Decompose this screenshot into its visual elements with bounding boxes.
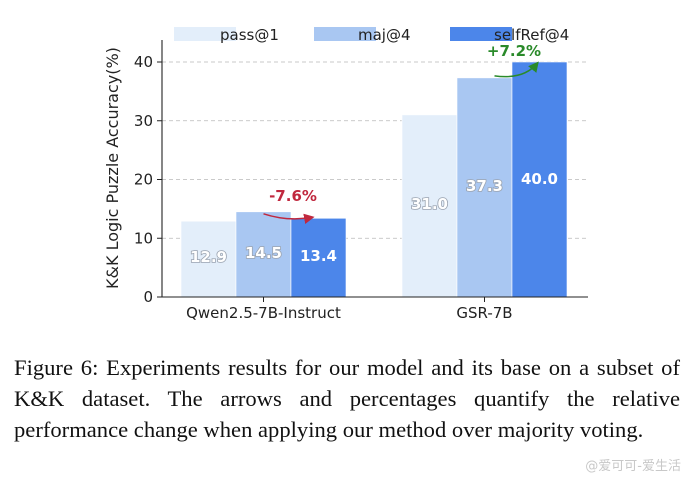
value-label: 14.5 <box>245 244 282 262</box>
legend-swatch <box>174 27 236 41</box>
value-label: 37.3 <box>466 177 503 195</box>
x-tick-label: GSR-7B <box>456 304 512 322</box>
y-tick-label: 10 <box>134 229 153 247</box>
y-axis-label: K&K Logic Puzzle Accuracy(%) <box>103 47 122 289</box>
legend-label: pass@1 <box>220 26 279 44</box>
figure-caption: Figure 6: Experiments results for our mo… <box>14 355 680 442</box>
bar-pass1 <box>180 220 237 298</box>
bar-selfref4 <box>511 61 568 298</box>
y-tick-label: 20 <box>134 171 153 189</box>
axes: 0 10 20 30 40 Qwen2.5-7B-Instruct GSR-7B <box>134 40 588 322</box>
change-percentage: -7.6% <box>269 187 317 205</box>
bars <box>180 61 568 298</box>
value-label: 12.9 <box>190 248 227 266</box>
value-labels: 12.9 14.5 13.4 31.0 37.3 40.0 <box>189 170 558 267</box>
change-arrow <box>494 61 539 78</box>
change-percentage: +7.2% <box>487 42 541 60</box>
bar-selfref4 <box>290 217 347 298</box>
watermark: @爱可可-爱生活 <box>585 459 681 474</box>
y-tick-label: 40 <box>134 53 153 71</box>
value-label: 13.4 <box>300 247 337 265</box>
x-tick-label: Qwen2.5-7B-Instruct <box>186 304 341 322</box>
legend-label: maj@4 <box>358 26 411 44</box>
value-label: 31.0 <box>411 195 448 213</box>
figure: 0 10 20 30 40 Qwen2.5-7B-Instruct GSR-7B 12.9 1… <box>103 26 588 322</box>
y-tick-label: 30 <box>134 112 153 130</box>
value-label: 40.0 <box>521 170 558 188</box>
annotations: -7.6% +7.2% <box>263 42 541 224</box>
change-arrow <box>263 213 315 224</box>
bar-pass1 <box>401 114 458 298</box>
y-tick-label: 0 <box>143 288 153 306</box>
legend-label: selfRef@4 <box>494 26 569 44</box>
legend-swatch <box>450 27 512 41</box>
legend-swatch <box>314 27 376 41</box>
bar-maj4 <box>456 77 513 298</box>
legend: pass@1 maj@4 selfRef@4 <box>174 26 569 44</box>
